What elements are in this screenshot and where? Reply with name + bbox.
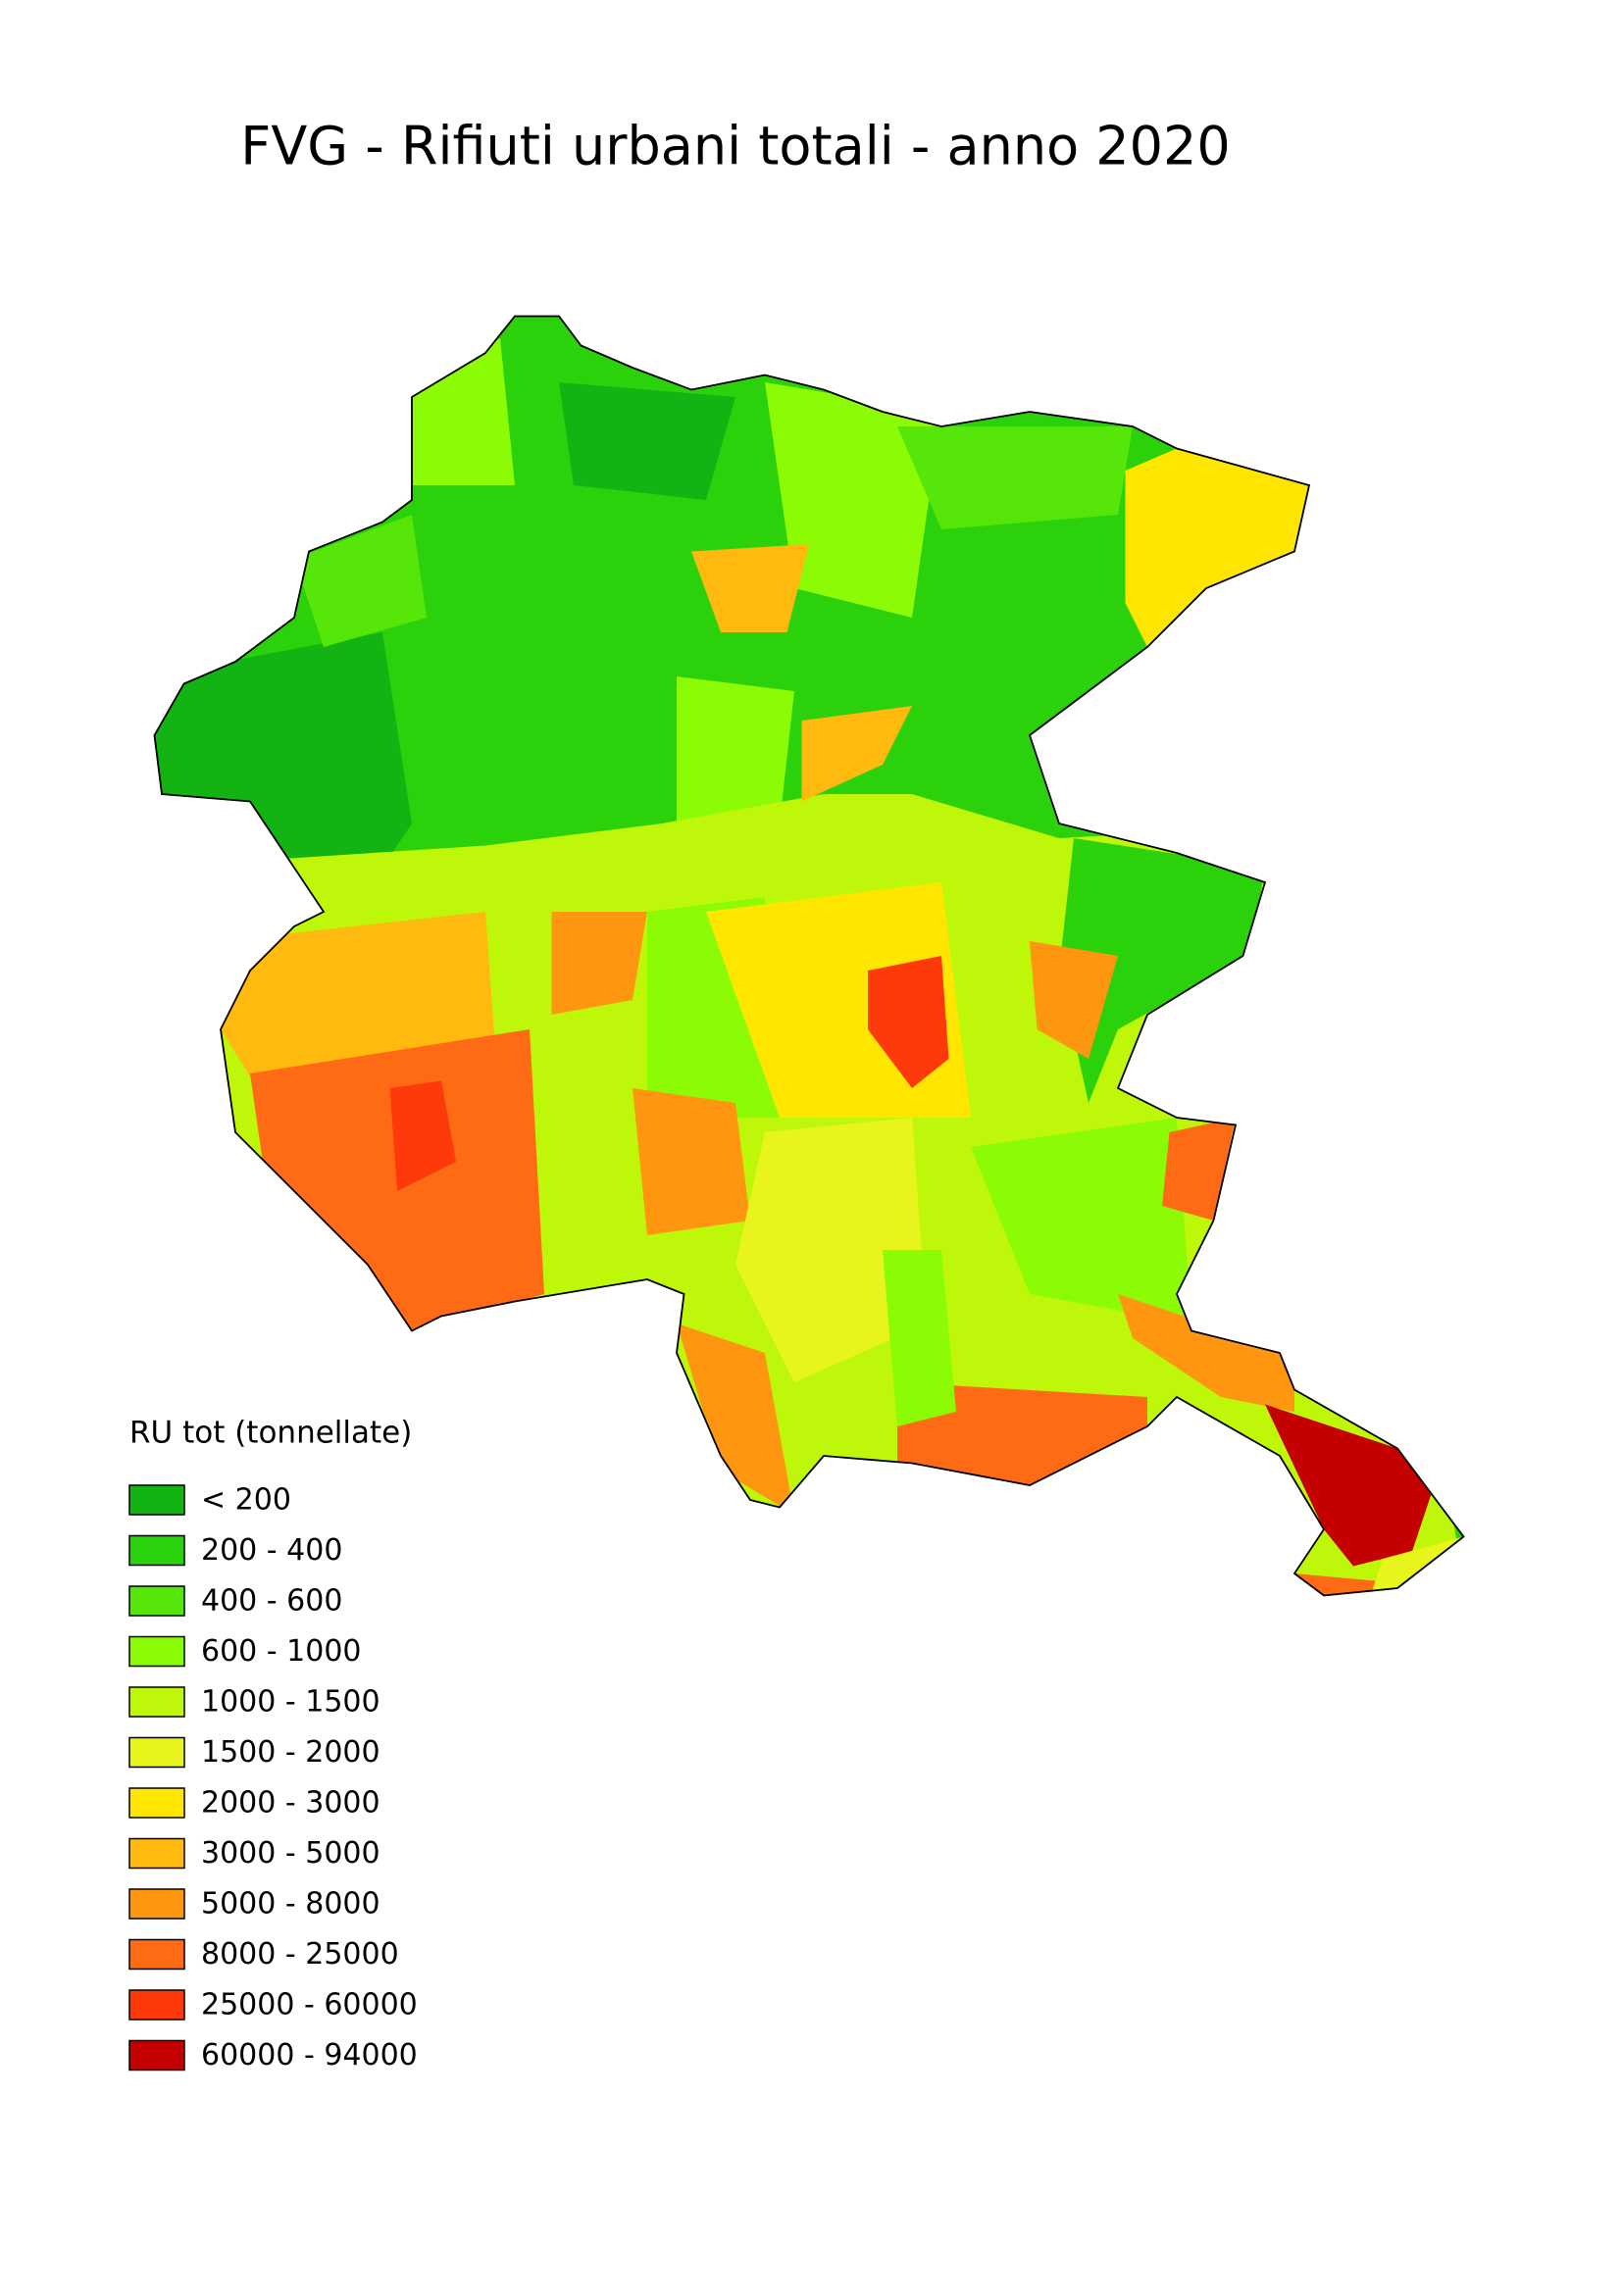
municipality-area [1059,838,1265,1103]
municipality-area [1125,448,1309,647]
legend-swatch [128,1736,185,1769]
municipality-area [801,706,912,802]
legend-label: 1500 - 2000 [201,1735,380,1770]
legend-label: 2000 - 3000 [201,1786,380,1821]
legend-label: 5000 - 8000 [201,1887,380,1922]
legend-label: 200 - 400 [201,1533,342,1568]
municipality-area [1294,1573,1376,1596]
municipality-area [1118,1294,1294,1412]
municipality-area [735,1118,927,1382]
legend-swatch [128,1938,185,1971]
legend-swatch [128,1534,185,1567]
municipality-area [633,1088,750,1235]
municipality-area [1030,941,1118,1059]
legend-swatch [128,1686,185,1718]
legend-label: 400 - 600 [201,1584,342,1619]
map-title: FVG - Rifiuti urbani totali - anno 2020 [240,116,1230,177]
municipality-area [389,1080,456,1191]
municipality-area [412,338,515,485]
municipality-area [868,956,949,1088]
legend-swatch [128,1635,185,1668]
municipality-area [883,1250,956,1426]
municipality-area [677,676,794,824]
municipality-area [971,1118,1191,1323]
legend-swatch [128,1787,185,1819]
legend-swatch [128,1837,185,1870]
municipality-area [677,1323,794,1515]
legend-label: < 200 [201,1483,291,1518]
legend-label: 1000 - 1500 [201,1685,380,1720]
legend-label: 8000 - 25000 [201,1937,399,1972]
municipality-area [1162,1118,1236,1221]
legend-title: RU tot (tonnellate) [129,1416,412,1451]
legend-label: 60000 - 94000 [201,2038,418,2072]
legend-swatch [128,1989,185,2021]
municipality-area [1368,1536,1464,1596]
legend-label: 3000 - 5000 [201,1836,380,1871]
legend: < 200 200 - 400 400 - 600 600 - 1000 1000 - … [128,1483,418,2072]
municipality-area [691,544,809,632]
municipality-area [897,426,1133,529]
municipality-area [294,515,427,647]
municipality-area [559,382,735,500]
legend-swatch [128,2039,185,2071]
legend-label: 25000 - 60000 [201,1988,418,2022]
municipality-area [765,382,941,618]
legend-swatch [128,1484,185,1516]
legend-swatch [128,1888,185,1920]
legend-swatch [128,1585,185,1617]
municipality-area [551,912,647,1015]
municipality-area [1265,1404,1442,1567]
legend-label: 600 - 1000 [201,1634,362,1669]
